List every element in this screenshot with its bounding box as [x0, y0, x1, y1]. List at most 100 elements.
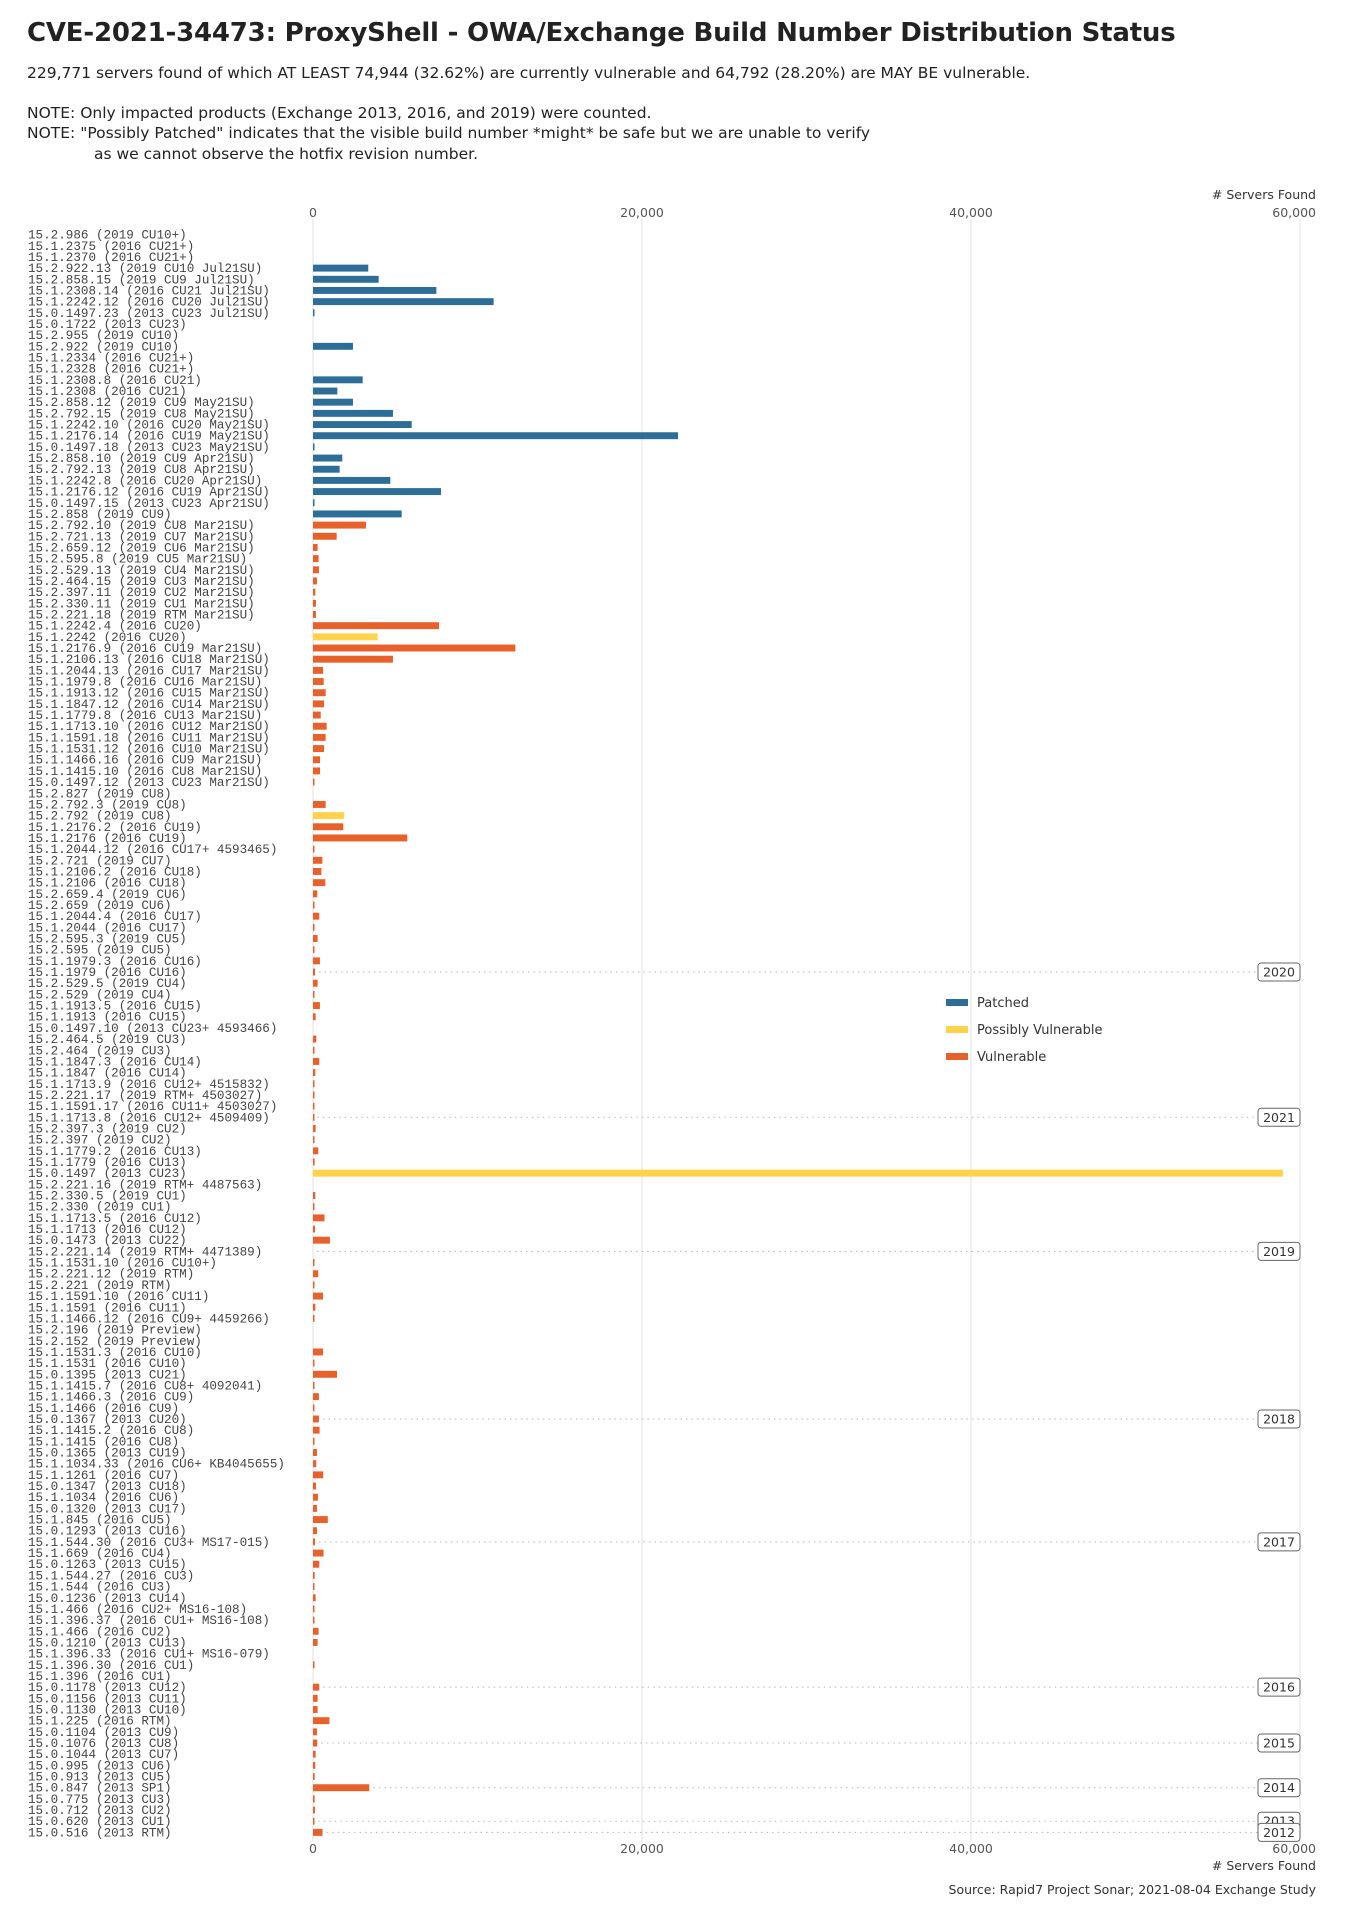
bar-vulnerable	[313, 1717, 330, 1725]
category-label: 15.1.1531.10 (2016 CU10+)	[28, 1257, 217, 1271]
bar-patched	[313, 264, 369, 272]
source-caption: Source: Rapid7 Project Sonar; 2021-08-04…	[948, 1882, 1316, 1897]
category-label: 15.0.1076 (2013 CU8)	[28, 1737, 179, 1751]
bar-vulnerable	[313, 1359, 315, 1367]
bar-vulnerable	[313, 1449, 317, 1456]
bar-vulnerable	[313, 879, 326, 887]
legend-label: Patched	[977, 996, 1029, 1011]
category-label: 15.0.516 (2013 RTM)	[28, 1826, 172, 1840]
x-axis-bottom: 0 20,000 40,000 60,000	[309, 1841, 1316, 1856]
category-label: 15.1.2242 (2016 CU20)	[28, 631, 187, 645]
bar-vulnerable	[313, 588, 316, 596]
category-label: 15.0.913 (2013 CU5)	[28, 1771, 172, 1785]
legend-item-vulnerable: Vulnerable	[946, 1050, 1046, 1065]
bar-vulnerable	[313, 1035, 317, 1043]
category-label: 15.1.1415.10 (2016 CU8 Mar21SU)	[28, 765, 262, 779]
category-label: 15.0.1365 (2013 CU19)	[28, 1447, 187, 1461]
category-label: 15.2.955 (2019 CU10)	[28, 329, 179, 343]
bars	[313, 264, 1283, 1836]
year-tag-2019: 2019	[1257, 1241, 1301, 1261]
bar-vulnerable	[313, 1125, 316, 1132]
category-label: 15.1.669 (2016 CU4)	[28, 1547, 172, 1561]
category-label: 15.1.1531.12 (2016 CU10 Mar21SU)	[28, 743, 270, 757]
category-label: 15.1.1779.2 (2016 CU13)	[28, 1145, 202, 1159]
bar-vulnerable	[313, 756, 321, 764]
category-label: 15.1.2242.12 (2016 CU20 Jul21SU)	[28, 296, 270, 310]
bar-vulnerable	[313, 1683, 320, 1691]
bar-vulnerable	[313, 1225, 315, 1233]
legend-swatch	[946, 1053, 968, 1060]
category-label: 15.1.1713.5 (2016 CU12)	[28, 1212, 202, 1226]
year-tag-2015: 2015	[1257, 1733, 1301, 1753]
category-label: 15.1.1713.10 (2016 CU12 Mar21SU)	[28, 720, 270, 734]
year-tag-label: 2014	[1263, 1780, 1295, 1795]
category-label: 15.1.2308.14 (2016 CU21 Jul21SU)	[28, 284, 270, 298]
category-label: 15.1.2370 (2016 CU21+)	[28, 251, 194, 265]
bar-patched	[313, 421, 412, 429]
category-label: 15.1.2242.10 (2016 CU20 May21SU)	[28, 419, 270, 433]
category-label: 15.2.152 (2019 Preview)	[28, 1335, 202, 1349]
bar-vulnerable	[313, 1147, 319, 1155]
category-label: 15.1.1847 (2016 CU14)	[28, 1067, 187, 1081]
x-axis-top: 0 20,000 40,000 60,000	[309, 205, 1316, 220]
bar-vulnerable	[313, 1069, 316, 1077]
category-label: 15.0.1347 (2013 CU18)	[28, 1480, 187, 1494]
bar-vulnerable	[313, 1627, 319, 1635]
category-label: 15.1.1779 (2016 CU13)	[28, 1156, 187, 1170]
bar-vulnerable	[313, 1426, 320, 1434]
year-tag-2020: 2020	[1257, 962, 1301, 982]
year-tag-2017: 2017	[1257, 1532, 1301, 1552]
bar-vulnerable	[313, 1795, 315, 1803]
bar-vulnerable	[313, 845, 315, 853]
x-tick-label-bottom: 0	[309, 1841, 317, 1856]
bar-vulnerable	[313, 890, 318, 898]
category-label: 15.1.1034 (2016 CU6)	[28, 1491, 179, 1505]
category-label: 15.1.2334 (2016 CU21+)	[28, 351, 194, 365]
legend-label: Vulnerable	[977, 1050, 1046, 1065]
bar-vulnerable	[313, 1080, 315, 1088]
year-tag-box	[1257, 1409, 1301, 1429]
category-label: 15.0.1395 (2013 CU21)	[28, 1368, 187, 1382]
bar-vulnerable	[313, 800, 326, 808]
category-label: 15.1.466 (2016 CU2)	[28, 1625, 172, 1639]
chart-title: CVE-2021-34473: ProxyShell - OWA/Exchang…	[27, 18, 1176, 48]
category-label: 15.2.464.5 (2019 CU3)	[28, 1033, 187, 1047]
category-label: 15.2.397.11 (2019 CU2 Mar21SU)	[28, 586, 255, 600]
category-label: 15.1.2176.9 (2016 CU19 Mar21SU)	[28, 642, 262, 656]
bar-vulnerable	[313, 767, 321, 775]
bar-patched	[313, 443, 315, 451]
legend-swatch	[946, 999, 968, 1006]
legend: Patched Possibly Vulnerable Vulnerable	[946, 996, 1102, 1065]
bar-vulnerable	[313, 678, 324, 685]
bar-vulnerable	[313, 868, 322, 875]
category-label: 15.2.221 (2019 RTM)	[28, 1279, 172, 1293]
category-label: 15.1.1415.7 (2016 CU8+ 4092041)	[28, 1379, 262, 1393]
bar-vulnerable	[313, 935, 318, 942]
year-tag-2018: 2018	[1257, 1409, 1301, 1429]
category-label: 15.0.1497.23 (2013 CU23 Jul21SU)	[28, 307, 270, 321]
category-label: 15.2.858.15 (2019 CU9 Jul21SU)	[28, 273, 255, 287]
category-label: 15.0.1722 (2013 CU23)	[28, 318, 187, 332]
category-label: 15.2.792.13 (2019 CU8 Apr21SU)	[28, 463, 255, 477]
bar-vulnerable	[313, 923, 315, 931]
category-label: 15.1.2308 (2016 CU21)	[28, 385, 187, 399]
category-label: 15.2.529.5 (2019 CU4)	[28, 977, 187, 991]
category-label: 15.1.1466 (2016 CU9)	[28, 1402, 179, 1416]
bar-patched	[313, 409, 393, 417]
category-label: 15.1.1713.8 (2016 CU12+ 4509409)	[28, 1111, 270, 1125]
bar-vulnerable	[313, 1750, 316, 1758]
category-label: 15.1.396.30 (2016 CU1)	[28, 1659, 194, 1673]
bar-vulnerable	[313, 1482, 316, 1490]
bar-vulnerable	[313, 1605, 315, 1613]
category-label: 15.1.1415 (2016 CU8)	[28, 1435, 179, 1449]
category-label: 15.0.1473 (2013 CU22)	[28, 1234, 187, 1248]
bar-vulnerable	[313, 1002, 320, 1010]
bar-vulnerable	[313, 1817, 315, 1825]
year-tag-2012: 2012	[1257, 1822, 1301, 1842]
bar-vulnerable	[313, 1281, 315, 1289]
category-label: 15.1.2044.4 (2016 CU17)	[28, 910, 202, 924]
category-label: 15.0.1497.15 (2013 CU23 Apr21SU)	[28, 497, 270, 511]
category-label: 15.1.2176.14 (2016 CU19 May21SU)	[28, 430, 270, 444]
category-label: 15.0.620 (2013 CU1)	[28, 1815, 172, 1829]
bar-vulnerable	[313, 1393, 319, 1401]
